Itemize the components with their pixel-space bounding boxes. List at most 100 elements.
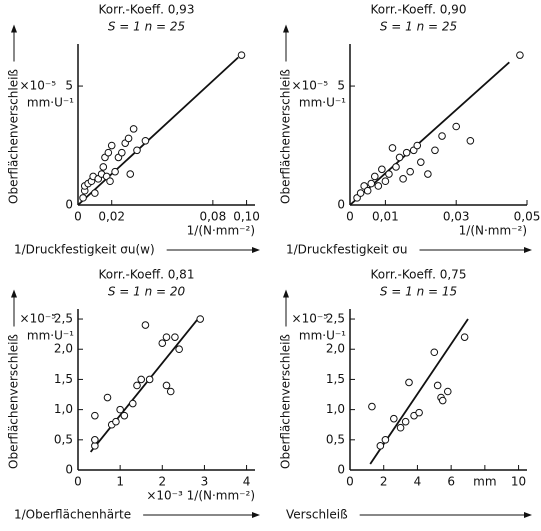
y-axis-label: Oberflächenverschleiß	[279, 334, 293, 469]
data-point	[374, 182, 383, 190]
data-point	[370, 172, 379, 181]
y-tick-label: 5	[337, 79, 345, 93]
data-point	[133, 146, 141, 155]
x-tick-label: 10	[511, 475, 526, 489]
data-point	[104, 148, 113, 157]
y-axis-label: Oberflächenverschleiß	[7, 334, 21, 469]
data-point	[367, 179, 376, 188]
chart-title: Korr.-Koeff. 0,90	[371, 3, 467, 17]
chart-subtitle: S = 1 n = 25	[380, 20, 457, 34]
y-unit: mm·U⁻¹	[27, 96, 74, 110]
data-point	[417, 158, 425, 166]
data-point	[452, 122, 461, 131]
x-tick-label: 0	[346, 210, 354, 224]
data-point	[175, 345, 183, 354]
y-unit: mm·U⁻¹	[299, 96, 346, 110]
y-axis-label: Oberflächenverschleiß	[279, 69, 293, 204]
fit-line	[349, 61, 510, 206]
fit-line	[89, 315, 201, 453]
data-point	[129, 125, 138, 133]
chart-subtitle: S = 1 n = 25	[108, 20, 185, 34]
data-point	[141, 136, 150, 145]
data-point	[430, 348, 439, 357]
x-tick-label: 0	[74, 475, 82, 489]
y-tick-label: 1,5	[326, 372, 345, 386]
y-unit: mm·U⁻¹	[27, 329, 74, 343]
data-point	[516, 51, 524, 59]
data-point	[91, 189, 99, 197]
x-tick-label: 0,05	[514, 210, 541, 224]
data-point	[406, 167, 414, 176]
chart-subtitle: S = 1 n = 15	[380, 285, 457, 299]
y-label-arrowhead	[283, 24, 289, 33]
data-point	[415, 408, 423, 417]
data-point	[91, 436, 99, 444]
x-tick-label: 0,03	[443, 210, 470, 224]
data-point	[413, 141, 422, 150]
y-tick-label: 1,0	[54, 402, 73, 416]
x-unit: 1/(N·mm⁻²)	[187, 224, 255, 238]
data-point	[438, 132, 446, 140]
data-point	[103, 393, 112, 402]
data-point	[376, 442, 385, 450]
data-point	[196, 315, 205, 323]
data-point	[133, 381, 141, 390]
x-axis-label: Verschleiß	[286, 508, 348, 522]
x-tick-label: 0	[346, 475, 354, 489]
x-tick-label: 0	[74, 210, 82, 224]
x-tick-label: 0,08	[199, 210, 226, 224]
data-point	[460, 333, 469, 341]
x-tick-label: 3	[201, 475, 209, 489]
y-tick-label: 0	[337, 198, 345, 212]
y-label-arrowhead	[283, 289, 289, 298]
x-tick-label: 4	[243, 475, 251, 489]
data-point	[431, 146, 439, 155]
y-unit-scale: ×10⁻⁵	[20, 312, 57, 326]
chart-title: Korr.-Koeff. 0,75	[371, 268, 467, 282]
x-tick-label: 0,02	[98, 210, 125, 224]
x-unit: 1/(N·mm⁻²)	[459, 224, 527, 238]
data-point	[381, 177, 390, 186]
y-tick-label: 2,0	[54, 342, 73, 356]
data-point	[171, 333, 179, 341]
x-label-arrowhead	[524, 247, 532, 253]
x-tick-label: 0,10	[233, 210, 260, 224]
data-point	[112, 417, 120, 426]
chart-subtitle: S = 1 n = 20	[108, 285, 186, 299]
data-point	[392, 163, 400, 171]
data-point	[385, 170, 393, 178]
y-tick-label: 5	[65, 79, 73, 93]
x-tick-label: 0,01	[372, 210, 399, 224]
y-tick-label: 2,5	[54, 312, 73, 326]
data-point	[99, 163, 108, 171]
x-tick-label: 6	[447, 475, 455, 489]
data-point	[162, 333, 171, 341]
y-label-arrowhead	[11, 289, 17, 298]
y-unit: mm·U⁻¹	[299, 329, 346, 343]
y-tick-label: 2,5	[326, 312, 345, 326]
fit-line	[77, 56, 239, 206]
x-label-arrowhead	[252, 512, 260, 518]
data-point	[390, 414, 398, 423]
data-point	[118, 148, 126, 157]
data-point	[396, 423, 405, 432]
x-axis-label: 1/Druckfestigkeit σu	[286, 243, 408, 257]
data-point	[402, 148, 411, 157]
y-tick-label: 0	[65, 463, 73, 477]
data-point	[166, 387, 175, 396]
x-tick-label: 1	[116, 475, 124, 489]
data-point	[363, 186, 372, 195]
y-tick-label: 0	[65, 198, 73, 212]
chart-title: Korr.-Koeff. 0,93	[99, 3, 195, 17]
data-point	[388, 144, 397, 152]
data-point	[399, 175, 407, 183]
chart-title: Korr.-Koeff. 0,81	[99, 268, 195, 282]
data-point	[395, 153, 404, 162]
data-point	[381, 436, 390, 444]
data-point	[158, 339, 167, 347]
data-point	[120, 411, 129, 420]
data-point	[111, 167, 119, 176]
data-point	[368, 402, 376, 411]
